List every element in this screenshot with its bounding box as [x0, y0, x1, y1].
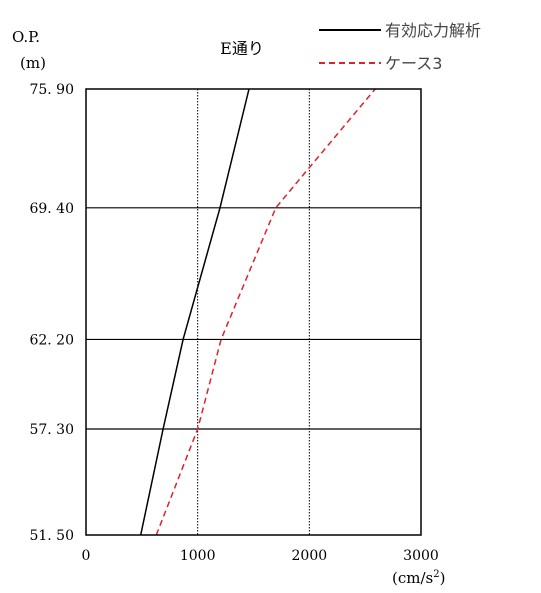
y-axis-label: O.P. [12, 28, 40, 46]
chart-title: E通り [220, 39, 264, 58]
y-tick-label: 75. 90 [29, 82, 74, 98]
y-tick-label: 57. 30 [29, 422, 74, 438]
tick-labels: 0 1000 2000 3000 75. 90 69. 40 62. 20 57. 30 51.… [29, 82, 438, 564]
x-tick-label: 2000 [292, 548, 328, 564]
y-tick-label: 69. 40 [29, 201, 74, 217]
series-line-1 [139, 88, 250, 536]
x-axis-unit-superscript: 2 [433, 569, 439, 580]
legend-label-1: 有効応力解析 [385, 21, 481, 40]
series-line-2 [155, 88, 376, 536]
y-tick-label: 62. 20 [29, 332, 74, 348]
x-axis-unit-close: ) [440, 569, 446, 587]
legend-label-2: ケース3 [385, 54, 442, 73]
x-tick-label: 1000 [180, 548, 216, 564]
series-lines [139, 88, 376, 536]
plot-frame [85, 88, 422, 536]
x-tick-label: 3000 [403, 548, 439, 564]
x-axis-unit: (cm/s2) [392, 569, 445, 587]
grid [86, 89, 421, 535]
y-tick-label: 51. 50 [29, 528, 74, 544]
y-axis-unit: (m) [20, 54, 46, 72]
x-axis-unit-base: (cm/s [392, 569, 433, 587]
x-tick-label: 0 [82, 548, 91, 564]
